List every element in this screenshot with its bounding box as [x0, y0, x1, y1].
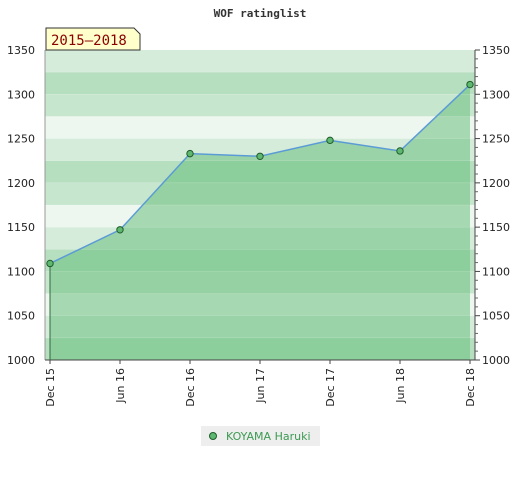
data-point [466, 80, 474, 89]
legend-box [201, 426, 320, 446]
legend-label: KOYAMA Haruki [226, 430, 311, 443]
axes-layer: 1000 1000 1050 1050 1100 1100 1150 1150 1200 1200… [7, 44, 510, 407]
data-point [46, 259, 54, 268]
background-band [45, 72, 475, 95]
y-tick-label-right: 1200 [482, 177, 510, 190]
data-point [186, 149, 194, 158]
y-tick-label-right: 1000 [482, 354, 510, 367]
data-point [256, 152, 264, 160]
y-tick-label-left: 1300 [7, 88, 35, 101]
y-tick-label-left: 1050 [7, 310, 35, 323]
y-tick-label-right: 1350 [482, 44, 510, 57]
period-badge: 2015–2018 [45, 27, 141, 51]
chart-title: WOF ratinglist [214, 7, 307, 20]
x-tick-label: Dec 16 [184, 368, 197, 407]
x-tick-label: Dec 15 [44, 368, 57, 407]
x-tick-label: Dec 18 [464, 368, 477, 407]
y-tick-label-left: 1000 [7, 354, 35, 367]
y-tick-label-right: 1150 [482, 221, 510, 234]
background-band [45, 116, 475, 139]
marks-layer [46, 80, 474, 360]
background-band [45, 50, 475, 73]
legend-marker [209, 432, 217, 440]
x-tick-label: Jun 18 [394, 368, 407, 404]
y-tick-label-left: 1100 [7, 265, 35, 278]
y-tick-label-right: 1100 [482, 265, 510, 278]
y-tick-label-left: 1250 [7, 133, 35, 146]
x-tick-label: Jun 17 [254, 368, 267, 404]
legend: KOYAMA Haruki [201, 426, 320, 446]
data-point [326, 136, 334, 145]
y-tick-label-left: 1350 [7, 44, 35, 57]
y-tick-label-right: 1050 [482, 310, 510, 323]
y-tick-label-left: 1200 [7, 177, 35, 190]
data-point [396, 147, 404, 155]
area-layer [45, 71, 475, 361]
x-tick-label: Dec 17 [324, 368, 337, 407]
background-band [45, 94, 475, 117]
y-tick-label-right: 1300 [482, 88, 510, 101]
y-tick-label-right: 1250 [482, 133, 510, 146]
period-badge-shape [45, 27, 141, 51]
y-tick-label-left: 1150 [7, 221, 35, 234]
period-label: 2015–2018 [51, 33, 127, 49]
data-point [116, 226, 124, 234]
x-tick-label: Jun 16 [114, 368, 127, 404]
series-area [50, 84, 470, 361]
